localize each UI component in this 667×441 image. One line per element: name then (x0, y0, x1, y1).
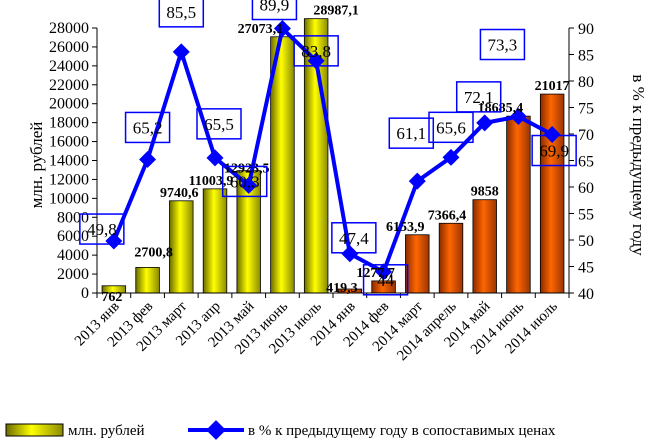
percent-value-label: 83,8 (301, 42, 331, 61)
y-tick-label: 14000 (49, 153, 89, 170)
y2-tick-label: 55 (578, 207, 594, 224)
bar-value-label: 762 (101, 290, 122, 305)
percent-label-box (196, 108, 242, 140)
y2-tick-label: 40 (578, 286, 594, 303)
bar-value-label: 2700,8 (134, 245, 173, 260)
y2-tick-label: 75 (578, 101, 594, 118)
bar (405, 234, 430, 294)
percent-value-label: 44 (377, 271, 395, 290)
y-tick-label: 4000 (57, 247, 89, 264)
percent-value-label: 73,3 (488, 36, 518, 55)
y-tick-label: 8000 (57, 209, 89, 226)
percent-label-box (331, 222, 377, 254)
y2-tick-label: 45 (578, 260, 594, 277)
y2-tick-label: 60 (578, 180, 594, 197)
y-tick-label: 6000 (57, 228, 89, 245)
bar-value-label: 6153,9 (386, 220, 425, 235)
percent-value-label: 60,3 (230, 172, 260, 191)
legend: млн. рублей в % к предыдущему году в соп… (5, 420, 556, 440)
percent-value-label: 49,8 (87, 220, 117, 239)
percent-label-box (455, 81, 502, 113)
percent-value-label: 61,1 (396, 124, 426, 143)
y-tick-label: 28000 (49, 20, 89, 37)
percent-series-line (112, 26, 554, 274)
bar-value-label: 12923,5 (224, 162, 270, 177)
y-tick-label: 26000 (49, 39, 89, 56)
percent-label-box (531, 134, 577, 167)
bar (169, 200, 194, 294)
y-tick-label: 0 (81, 285, 89, 302)
y-tick-label: 2000 (57, 266, 89, 283)
bar-value-label: 28987,1 (313, 4, 359, 19)
y-tick-label: 22000 (49, 77, 89, 94)
bar (202, 188, 228, 294)
y2-tick-label: 65 (578, 154, 594, 171)
percent-point (341, 245, 359, 263)
percent-point (105, 232, 123, 250)
bar-value-label: 1277,7 (356, 266, 395, 281)
percent-point (206, 149, 224, 167)
y2-tick-label: 70 (578, 127, 594, 144)
y2-axis-title: в % к предыдущему году (629, 74, 648, 256)
legend-line-marker (206, 420, 226, 440)
y2-tick-label: 85 (578, 48, 594, 65)
percent-value-label: 85,5 (166, 3, 196, 22)
percent-label-box (428, 111, 474, 144)
percent-label-box (124, 111, 171, 144)
percent-point (375, 263, 393, 281)
percent-value-label: 72,1 (464, 88, 494, 107)
percent-label-box (221, 165, 268, 198)
bar (472, 199, 497, 294)
legend-line-label: в % к предыдущему году в сопоставимых це… (248, 423, 556, 439)
bar-value-label: 9858 (471, 185, 499, 200)
legend-bar-swatch (5, 423, 64, 437)
percent-label-box (479, 28, 526, 61)
percent-point (139, 150, 157, 168)
y2-tick-label: 80 (578, 74, 594, 91)
percent-value-label: 89,9 (260, 0, 290, 15)
percent-label-box (362, 264, 409, 296)
percent-point (172, 43, 190, 61)
percent-value-label: 69,9 (539, 142, 569, 161)
bar-value-label: 21017 (535, 79, 570, 94)
y2-tick-label: 90 (578, 21, 594, 38)
percent-label-box (251, 0, 298, 21)
y-tick-label: 12000 (49, 171, 89, 188)
y2-tick-label: 50 (578, 233, 594, 250)
percent-label-box (158, 0, 205, 28)
legend-bar-label: млн. рублей (68, 423, 145, 439)
percent-value-label: 65,6 (436, 118, 466, 137)
bar (539, 93, 565, 294)
percent-label-box (79, 213, 125, 245)
bar-value-label: 9740,6 (160, 186, 199, 201)
percent-point (408, 172, 426, 190)
bar (506, 115, 531, 294)
bar-value-label: 27073,1 (238, 22, 284, 37)
y-tick-label: 18000 (49, 115, 89, 132)
percent-point (442, 148, 460, 166)
bar-value-label: 419,3 (326, 281, 358, 296)
percent-value-label: 65,2 (133, 118, 163, 137)
percent-value-label: 47,4 (339, 229, 369, 248)
bar (135, 267, 160, 294)
percent-point (240, 176, 258, 194)
y-axis-title: млн. рублей (27, 122, 46, 209)
y-tick-label: 10000 (49, 190, 89, 207)
y-tick-label: 20000 (49, 96, 89, 113)
percent-label-box (388, 117, 435, 149)
percent-point (543, 126, 561, 144)
y-tick-label: 24000 (49, 58, 89, 75)
bar (438, 222, 464, 294)
bar-value-label: 7366,4 (428, 208, 467, 223)
percent-point (509, 108, 527, 125)
percent-label-box (293, 35, 339, 67)
y-tick-label: 16000 (49, 134, 89, 151)
percent-value-label: 65,5 (204, 115, 234, 134)
